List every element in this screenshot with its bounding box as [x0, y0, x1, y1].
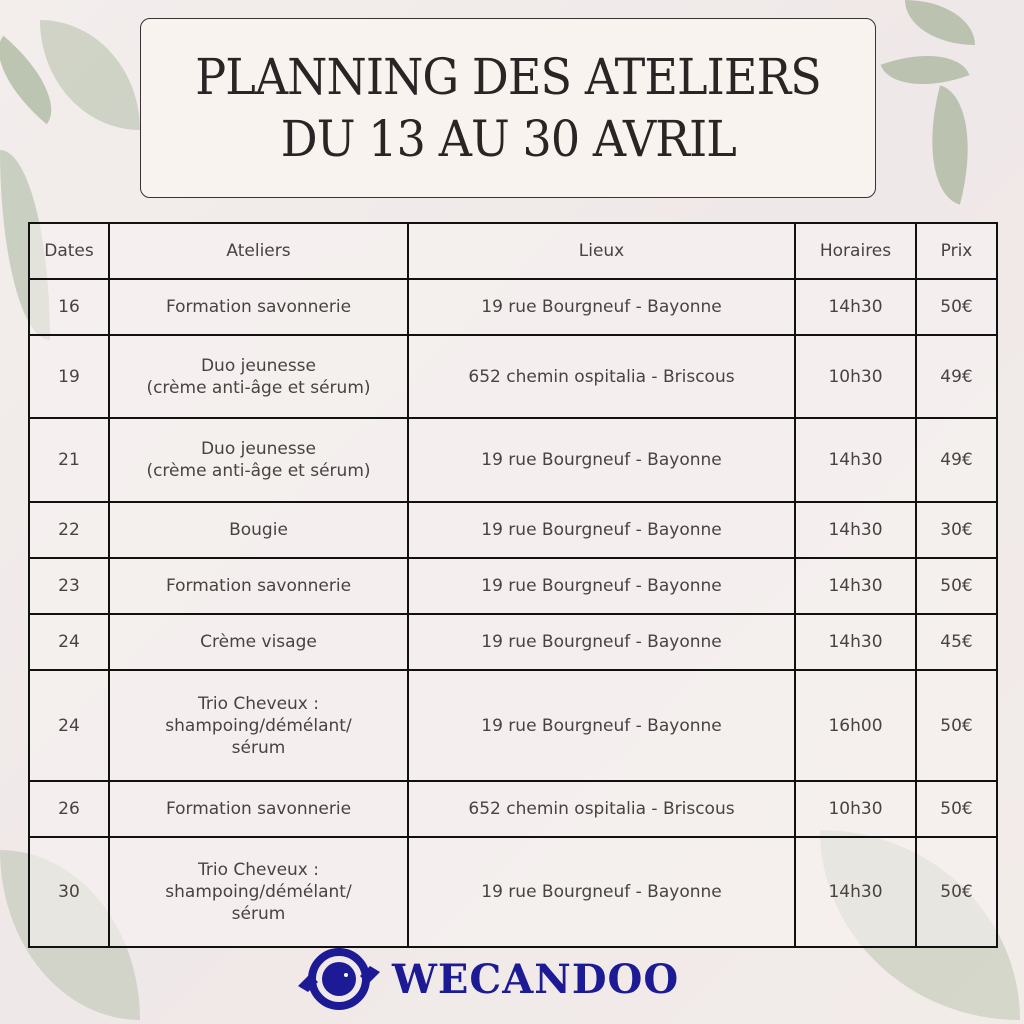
date-cell: 16 [28, 278, 110, 336]
prix-cell: 45€ [915, 613, 998, 671]
leaf-decoration [905, 0, 975, 45]
lieu-cell: 19 rue Bourgneuf - Bayonne [407, 613, 796, 671]
lieu-cell: 652 chemin ospitalia - Briscous [407, 334, 796, 419]
header-prix: Prix [915, 222, 998, 280]
table-row: 16 Formation savonnerie 19 rue Bourgneuf -… [28, 278, 998, 336]
atelier-line: sérum [231, 737, 286, 758]
atelier-line: Trio Cheveux : [198, 860, 319, 880]
atelier-line: Crème visage [200, 632, 317, 652]
header-lieux: Lieux [407, 222, 796, 280]
lieu-cell: 19 rue Bourgneuf - Bayonne [407, 669, 796, 782]
wecandoo-logo: WECANDOO [296, 948, 679, 1010]
atelier-line: Trio Cheveux : [198, 693, 319, 714]
table-header-row: Dates Ateliers Lieux Horaires Prix [28, 222, 998, 280]
header-ateliers: Ateliers [108, 222, 409, 280]
leaf-decoration [40, 20, 140, 130]
atelier-line: Formation savonnerie [165, 799, 352, 819]
horaire-cell: 10h30 [794, 334, 917, 419]
atelier-cell: Trio Cheveux : shampoing/démélant/sérum [108, 836, 409, 948]
leaf-decoration [911, 85, 989, 205]
horaire-cell: 14h30 [794, 278, 917, 336]
atelier-cell: Trio Cheveux : shampoing/démélant/sérum [108, 669, 409, 782]
horaire-cell: 14h30 [794, 557, 917, 615]
atelier-line: (crème anti-âge et sérum) [146, 461, 371, 481]
title-line-2: DU 13 AU 30 AVRIL [280, 110, 736, 168]
horaire-cell: 14h30 [794, 417, 917, 503]
horaire-cell: 10h30 [794, 780, 917, 838]
title-box: PLANNING DES ATELIERS DU 13 AU 30 AVRIL [140, 18, 876, 198]
date-cell: 19 [28, 334, 110, 419]
atelier-cell: Formation savonnerie [108, 557, 409, 615]
atelier-cell: Duo jeunesse (crème anti-âge et sérum) [108, 417, 409, 503]
prix-cell: 50€ [915, 557, 998, 615]
atelier-cell: Bougie [108, 501, 409, 559]
header-horaires: Horaires [794, 222, 917, 280]
lieu-cell: 19 rue Bourgneuf - Bayonne [407, 557, 796, 615]
atelier-line: Duo jeunesse [200, 355, 317, 376]
prix-cell: 49€ [915, 334, 998, 419]
table-row: 24 Crème visage 19 rue Bourgneuf - Bayonne… [28, 613, 998, 671]
horaire-cell: 14h30 [794, 836, 917, 948]
horaire-cell: 14h30 [794, 613, 917, 671]
table-row: 26 Formation savonnerie 652 chemin ospital… [28, 780, 998, 838]
lieu-cell: 19 rue Bourgneuf - Bayonne [407, 417, 796, 503]
atelier-cell: Formation savonnerie [108, 780, 409, 838]
date-cell: 23 [28, 557, 110, 615]
prix-cell: 50€ [915, 278, 998, 336]
prix-cell: 50€ [915, 669, 998, 782]
atelier-cell: Crème visage [108, 613, 409, 671]
table-row: 24 Trio Cheveux : shampoing/démélant/sérum… [28, 669, 998, 782]
date-cell: 24 [28, 613, 110, 671]
atelier-line: sérum [231, 904, 286, 924]
leaf-decoration [880, 37, 970, 103]
date-cell: 26 [28, 780, 110, 838]
prix-cell: 50€ [915, 780, 998, 838]
prix-cell: 30€ [915, 501, 998, 559]
horaire-cell: 16h00 [794, 669, 917, 782]
lieu-cell: 19 rue Bourgneuf - Bayonne [407, 836, 796, 948]
date-cell: 30 [28, 836, 110, 948]
atelier-line: shampoing/démélant/ [165, 715, 352, 736]
table-row: 22 Bougie 19 rue Bourgneuf - Bayonne 14h30 3… [28, 501, 998, 559]
date-cell: 22 [28, 501, 110, 559]
atelier-line: Duo jeunesse [200, 439, 317, 459]
date-cell: 21 [28, 417, 110, 503]
atelier-line: shampoing/démélant/ [165, 882, 352, 902]
atelier-line: Bougie [229, 520, 288, 540]
lieu-cell: 652 chemin ospitalia - Briscous [407, 780, 796, 838]
atelier-line: Formation savonnerie [165, 297, 352, 317]
schedule-table: Dates Ateliers Lieux Horaires Prix 16 For… [28, 222, 998, 948]
atelier-cell: Formation savonnerie [108, 278, 409, 336]
lieu-cell: 19 rue Bourgneuf - Bayonne [407, 278, 796, 336]
wecandoo-logo-icon [298, 948, 380, 1010]
date-cell: 24 [28, 669, 110, 782]
logo-text: WECANDOO [392, 955, 680, 1003]
title-line-1: PLANNING DES ATELIERS [195, 48, 822, 106]
horaire-cell: 14h30 [794, 501, 917, 559]
table-row: 19 Duo jeunesse (crème anti-âge et sérum) 6… [28, 334, 998, 419]
table-row: 21 Duo jeunesse (crème anti-âge et sérum) 1… [28, 417, 998, 503]
table-row: 30 Trio Cheveux : shampoing/démélant/sérum… [28, 836, 998, 948]
table-row: 23 Formation savonnerie 19 rue Bourgneuf -… [28, 557, 998, 615]
atelier-line: (crème anti-âge et sérum) [146, 377, 371, 398]
atelier-cell: Duo jeunesse (crème anti-âge et sérum) [108, 334, 409, 419]
prix-cell: 50€ [915, 836, 998, 948]
prix-cell: 49€ [915, 417, 998, 503]
lieu-cell: 19 rue Bourgneuf - Bayonne [407, 501, 796, 559]
atelier-line: Formation savonnerie [165, 576, 352, 596]
header-dates: Dates [28, 222, 110, 280]
